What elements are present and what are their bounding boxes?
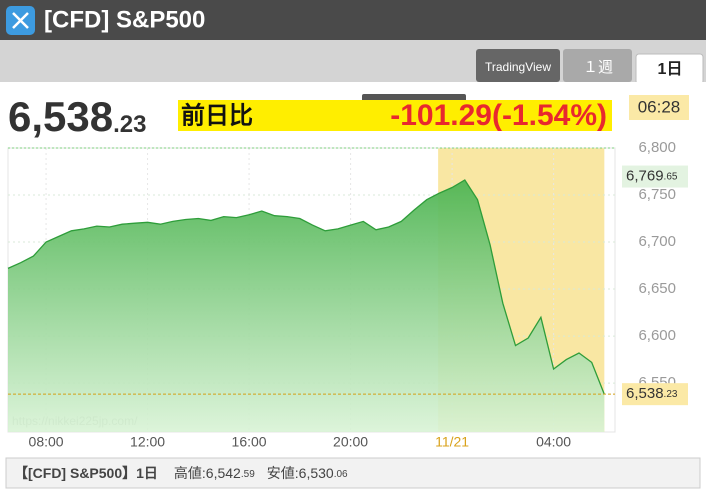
x-tick-label: 12:00 <box>130 434 165 450</box>
footer: 【[CFD] S&P500】1日 高値:6,542.59 安値:6,530.06 <box>14 465 348 481</box>
x-tick-label: 11/21 <box>435 434 469 450</box>
header-title: [CFD] S&P500 <box>44 6 205 33</box>
x-tick-label: 16:00 <box>232 434 267 450</box>
y-tick-label: 6,700 <box>638 233 676 250</box>
change-value: -101.29(-1.54%) <box>390 99 607 132</box>
line <box>7 179 605 395</box>
x-tick-label: 04:00 <box>536 434 571 450</box>
tab-label: TradingView <box>485 60 551 74</box>
area <box>8 180 605 432</box>
price-decimal: .23 <box>113 111 146 138</box>
tab-label: １週 <box>583 59 613 76</box>
time: 06:28 <box>638 97 681 116</box>
footer-high: 高値:6,542 <box>174 465 241 481</box>
price-integer: 6,538 <box>8 93 113 140</box>
x-tick-label: 08:00 <box>29 434 64 450</box>
tab[interactable] <box>563 49 632 82</box>
x-icon-glyph <box>12 12 29 29</box>
price-marker-box <box>622 165 688 188</box>
price: 6,538.23 <box>8 93 146 140</box>
x-tick-label: 20:00 <box>333 434 368 450</box>
y-tick-label: 6,650 <box>638 280 676 297</box>
price-marker-decimal: .65 <box>664 171 678 182</box>
y-tick-label: 6,600 <box>638 327 676 344</box>
tab[interactable] <box>476 49 560 82</box>
footer-high-decimal: .59 <box>241 469 255 480</box>
price-marker-integer: 6,538 <box>626 385 664 402</box>
price-marker: 6,769.65 <box>626 168 678 185</box>
change-label: 前日比 <box>181 101 253 129</box>
tab-label: 1日 <box>658 60 683 78</box>
price-marker-decimal: .23 <box>664 389 678 400</box>
header-bar <box>0 0 706 40</box>
footer-low: 安値:6,530 <box>267 465 334 481</box>
price-marker-box <box>622 383 688 406</box>
y-tick-label: 6,750 <box>638 186 676 203</box>
price-marker-integer: 6,769 <box>626 168 664 185</box>
footer-title: 【[CFD] S&P500】1日 <box>14 465 158 481</box>
y-tick-label: 6,800 <box>638 139 676 156</box>
change-box <box>178 100 612 131</box>
price-marker: 6,538.23 <box>626 385 678 402</box>
footer-low-decimal: .06 <box>334 469 348 480</box>
time-box <box>629 95 689 120</box>
footer-box <box>5 457 701 489</box>
